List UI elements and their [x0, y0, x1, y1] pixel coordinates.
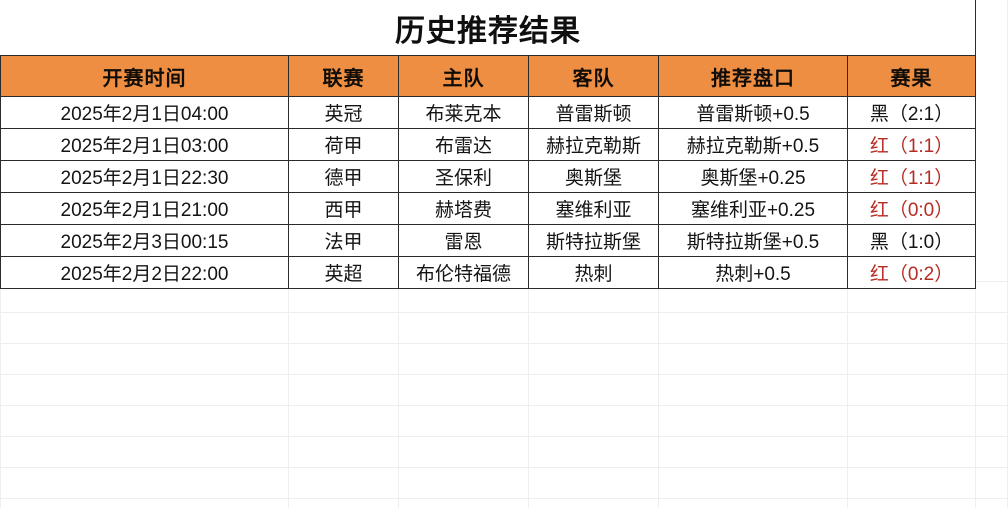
table-header-row: 开赛时间 联赛 主队 客队 推荐盘口 赛果 [0, 55, 977, 97]
cell-away: 普雷斯顿 [528, 96, 659, 129]
result-badge: 红（0:0） [869, 200, 954, 221]
cell-home: 布莱克本 [398, 96, 529, 129]
column-header-league[interactable]: 联赛 [288, 55, 399, 97]
cell-time: 2025年2月1日22:30 [0, 160, 289, 193]
table-row: 2025年2月1日04:00 英冠 布莱克本 普雷斯顿 普雷斯顿+0.5 黑（2:1） [0, 96, 977, 129]
grid-row-line [0, 374, 1008, 375]
cell-away: 塞维利亚 [528, 192, 659, 225]
result-badge: 黑（2:1） [869, 104, 954, 125]
result-badge: 红（1:1） [869, 168, 954, 189]
history-recommendation-table: 历史推荐结果 开赛时间 联赛 主队 客队 推荐盘口 赛果 2025年2月1日04:00 英冠… [0, 0, 977, 289]
cell-time: 2025年2月1日04:00 [0, 96, 289, 129]
cell-time: 2025年2月1日03:00 [0, 128, 289, 161]
column-header-away[interactable]: 客队 [528, 55, 659, 97]
cell-league: 英冠 [288, 96, 399, 129]
cell-result: 黑（2:1） [846, 96, 977, 129]
cell-home: 赫塔费 [398, 192, 529, 225]
cell-away: 赫拉克勒斯 [528, 128, 659, 161]
cell-league: 英超 [288, 256, 399, 289]
cell-home: 布雷达 [398, 128, 529, 161]
cell-result: 黑（1:0） [846, 224, 977, 257]
grid-row-line [0, 467, 1008, 468]
grid-row-line [0, 343, 1008, 344]
cell-league: 西甲 [288, 192, 399, 225]
cell-home: 圣保利 [398, 160, 529, 193]
column-header-time[interactable]: 开赛时间 [0, 55, 289, 97]
column-header-pick[interactable]: 推荐盘口 [658, 55, 848, 97]
cell-time: 2025年2月1日21:00 [0, 192, 289, 225]
table-row: 2025年2月1日03:00 荷甲 布雷达 赫拉克勒斯 赫拉克勒斯+0.5 红（1:1） [0, 128, 977, 161]
cell-result: 红（0:0） [846, 192, 977, 225]
cell-pick: 热刺+0.5 [658, 256, 848, 289]
cell-league: 德甲 [288, 160, 399, 193]
cell-pick: 奥斯堡+0.25 [658, 160, 848, 193]
cell-result: 红（0:2） [846, 256, 977, 289]
grid-row-line [0, 498, 1008, 499]
cell-away: 斯特拉斯堡 [528, 224, 659, 257]
page-title: 历史推荐结果 [0, 0, 977, 56]
cell-result: 红（1:1） [846, 128, 977, 161]
cell-league: 法甲 [288, 224, 399, 257]
result-badge: 黑（1:0） [869, 232, 954, 253]
column-header-result[interactable]: 赛果 [846, 55, 977, 97]
table-row: 2025年2月1日22:30 德甲 圣保利 奥斯堡 奥斯堡+0.25 红（1:1） [0, 160, 977, 193]
column-header-home[interactable]: 主队 [398, 55, 529, 97]
table-row: 2025年2月3日00:15 法甲 雷恩 斯特拉斯堡 斯特拉斯堡+0.5 黑（1:0） [0, 224, 977, 257]
grid-row-line [0, 312, 1008, 313]
grid-row-line [0, 436, 1008, 437]
grid-row-line [0, 405, 1008, 406]
cell-time: 2025年2月3日00:15 [0, 224, 289, 257]
cell-time: 2025年2月2日22:00 [0, 256, 289, 289]
cell-pick: 斯特拉斯堡+0.5 [658, 224, 848, 257]
table-row: 2025年2月1日21:00 西甲 赫塔费 塞维利亚 塞维利亚+0.25 红（0:0） [0, 192, 977, 225]
title-row: 历史推荐结果 [0, 0, 977, 56]
cell-result: 红（1:1） [846, 160, 977, 193]
cell-home: 布伦特福德 [398, 256, 529, 289]
cell-pick: 塞维利亚+0.25 [658, 192, 848, 225]
cell-away: 热刺 [528, 256, 659, 289]
result-badge: 红（1:1） [869, 136, 954, 157]
cell-home: 雷恩 [398, 224, 529, 257]
table-row: 2025年2月2日22:00 英超 布伦特福德 热刺 热刺+0.5 红（0:2） [0, 256, 977, 289]
cell-league: 荷甲 [288, 128, 399, 161]
result-badge: 红（0:2） [869, 264, 954, 285]
cell-pick: 赫拉克勒斯+0.5 [658, 128, 848, 161]
cell-pick: 普雷斯顿+0.5 [658, 96, 848, 129]
cell-away: 奥斯堡 [528, 160, 659, 193]
